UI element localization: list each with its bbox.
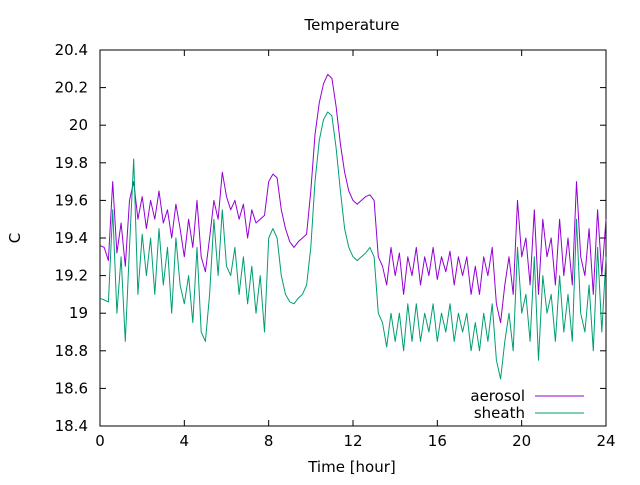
x-tick-label: 8 (264, 432, 274, 450)
series-line-sheath (99, 111, 607, 380)
y-tick-label: 20.4 (55, 41, 88, 59)
y-tick-label: 19.4 (55, 229, 88, 247)
y-tick-label: 19 (69, 304, 88, 322)
y-axis-label: C (6, 233, 24, 243)
y-tick-label: 19.2 (55, 267, 88, 285)
x-axis-ticks: 0 4 8 12 16 20 24 (95, 50, 616, 450)
x-tick-label: 20 (512, 432, 531, 450)
y-tick-label: 18.4 (55, 417, 88, 435)
series-lines (99, 73, 607, 380)
y-axis-ticks: 18.4 18.6 18.8 19 19.2 19.4 19.6 19.8 20 20.2 20.4 (55, 41, 606, 435)
x-tick-label: 0 (95, 432, 105, 450)
y-tick-label: 20 (69, 116, 88, 134)
x-tick-label: 16 (428, 432, 447, 450)
y-tick-label: 19.6 (55, 191, 88, 209)
y-tick-label: 18.8 (55, 342, 88, 360)
x-tick-label: 24 (596, 432, 615, 450)
y-tick-label: 18.6 (55, 379, 88, 397)
y-tick-label: 19.8 (55, 154, 88, 172)
legend-label-sheath: sheath (474, 404, 525, 422)
y-tick-label: 20.2 (55, 79, 88, 97)
chart-title: Temperature (303, 16, 399, 34)
x-axis-label: Time [hour] (307, 458, 396, 476)
x-tick-label: 12 (343, 432, 362, 450)
x-tick-label: 4 (180, 432, 190, 450)
legend-label-aerosol: aerosol (470, 387, 525, 405)
series-line-aerosol (99, 73, 607, 324)
